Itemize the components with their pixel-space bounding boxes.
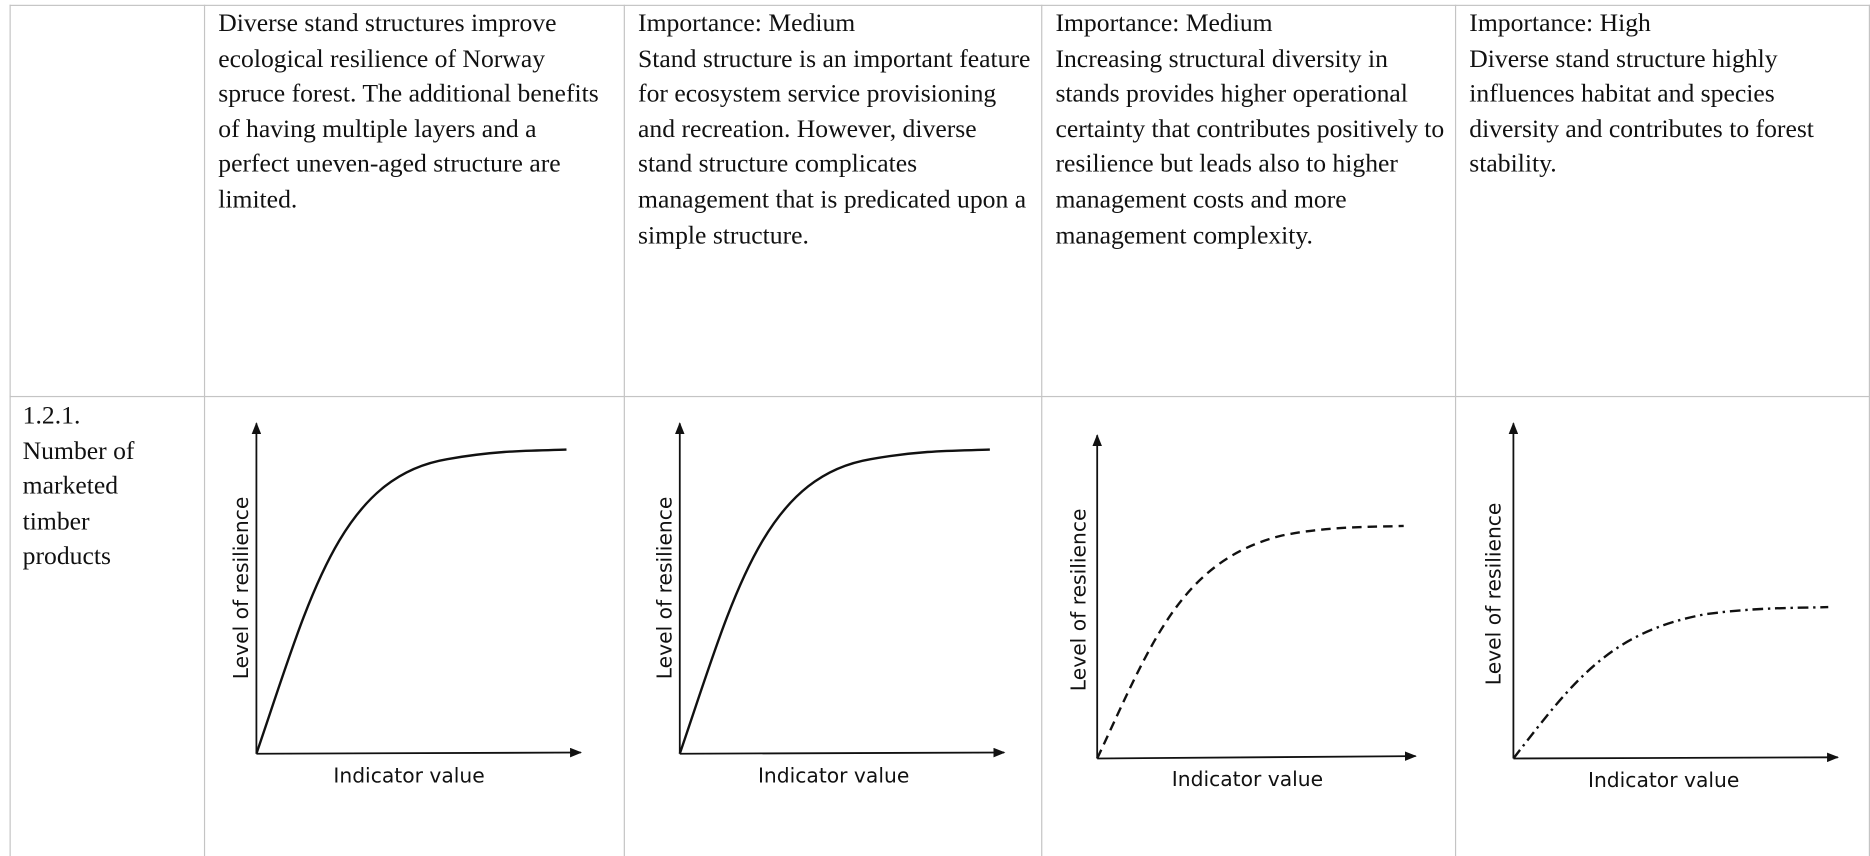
cell-text: Increasing structural diversity in stand… <box>1055 43 1445 249</box>
x-label: Indicator value <box>1588 768 1739 792</box>
cell: Importance: Medium Stand structure is an… <box>638 6 1032 253</box>
indicator-label: Number of marketed timber products <box>22 436 135 571</box>
curve <box>255 448 567 755</box>
diagram: Level of resilience Indicator value <box>229 422 582 787</box>
cell-text: Diverse stand structure highly influence… <box>1469 43 1814 179</box>
border <box>623 4 625 856</box>
x-axis <box>256 747 582 758</box>
curve <box>678 448 990 755</box>
x-axis <box>679 747 1006 758</box>
border <box>9 395 1870 398</box>
curve <box>1512 605 1829 760</box>
cell: Importance: High Diverse stand structure… <box>1469 6 1858 182</box>
x-label: Indicator value <box>333 763 484 787</box>
cell: Importance: Medium Increasing structural… <box>1055 6 1446 253</box>
border <box>203 4 206 856</box>
border <box>9 4 1870 6</box>
cell: 1.2.1. Number of marketed timber product… <box>23 398 178 574</box>
y-label: Level of resilience <box>1066 509 1090 692</box>
y-label: Level of resilience <box>229 497 253 680</box>
importance: Importance: Medium <box>1055 8 1273 37</box>
y-label: Level of resilience <box>652 497 676 680</box>
border <box>1868 4 1870 856</box>
importance: Importance: Medium <box>638 8 856 37</box>
cell-text: Diverse stand structures improve ecologi… <box>218 8 599 214</box>
indicator-id: 1.2.1. <box>22 400 81 430</box>
x-label: Indicator value <box>758 763 909 787</box>
x-label: Indicator value <box>1172 767 1323 791</box>
border <box>1454 4 1457 856</box>
border <box>1041 4 1043 856</box>
diagram: Level of resilience Indicator value <box>1481 422 1839 792</box>
diagram: Level of resilience Indicator value <box>1066 434 1417 791</box>
diagram: Level of resilience Indicator value <box>652 422 1006 787</box>
y-label: Level of resilience <box>1481 503 1505 686</box>
border <box>9 4 11 856</box>
x-axis <box>1513 752 1839 763</box>
curve <box>1096 524 1404 759</box>
x-axis <box>1097 751 1417 761</box>
cell-text: Stand structure is an important feature … <box>638 43 1031 249</box>
cell: Diverse stand structures improve ecologi… <box>218 6 612 218</box>
importance: Importance: High <box>1469 8 1651 37</box>
